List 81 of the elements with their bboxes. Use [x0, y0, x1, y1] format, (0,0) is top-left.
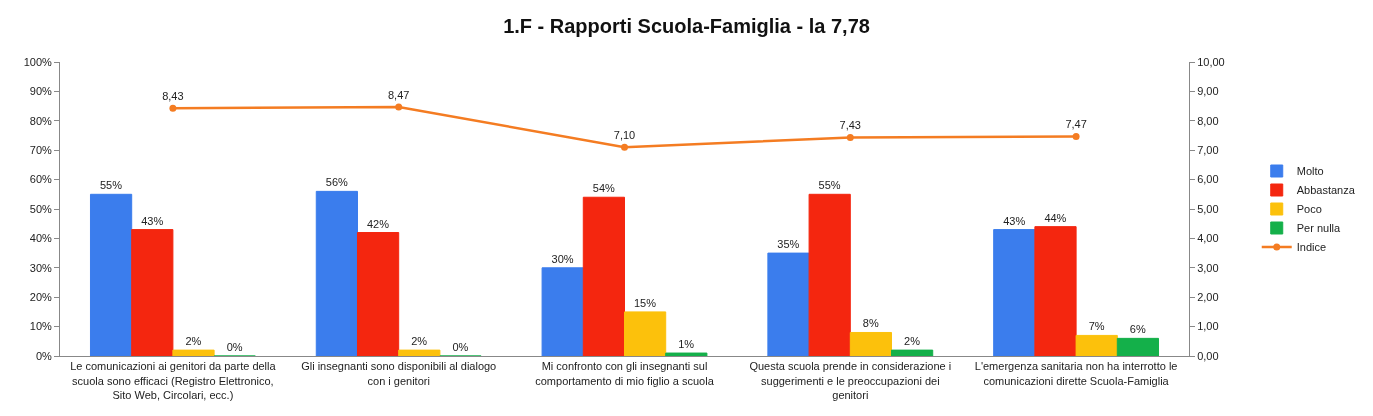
data-label: 44%: [1044, 211, 1067, 224]
bar: [541, 267, 584, 356]
data-label: 35%: [777, 238, 800, 251]
data-label: 0%: [226, 341, 243, 353]
x-tick-label: Gli insegnanti sono disponibili al dialogo con i genitori: [301, 360, 497, 387]
data-label: 1%: [678, 338, 695, 351]
bar: [89, 193, 133, 356]
x-tick-label: L'emergenza sanitaria non ha interrotto le comunicazioni dirette Scuola-Famiglia: [974, 360, 1178, 387]
data-label: 55%: [99, 179, 123, 192]
data-label: 7%: [1088, 320, 1105, 333]
y-tick-label: 100%: [23, 55, 53, 68]
y-tick-label: 80%: [29, 114, 52, 127]
bar: [993, 229, 1036, 356]
y2-tick-label: 8,00: [1197, 114, 1219, 127]
point: [846, 134, 854, 142]
legend-label: Per nulla: [1296, 222, 1342, 235]
bar: [767, 252, 810, 356]
y2-tick-label: 1,00: [1197, 320, 1219, 333]
bar: [1034, 226, 1077, 356]
data-label: 43%: [141, 214, 164, 227]
data-label: 7,43: [839, 119, 862, 132]
y2-tick-label: 0,00: [1197, 349, 1219, 362]
data-label: 8,43: [162, 90, 184, 103]
y2-tick-label: 6,00: [1197, 173, 1219, 186]
bar: [172, 349, 215, 356]
bar: [1075, 334, 1118, 356]
y2-tick-label: 2,00: [1197, 291, 1219, 304]
data-label: 8%: [862, 317, 879, 330]
data-label: 2%: [185, 335, 202, 348]
y-tick-label: 70%: [29, 144, 52, 157]
data-label: 43%: [1003, 214, 1026, 227]
bar: [315, 190, 358, 356]
y-tick-label: 50%: [29, 202, 52, 215]
data-label: 7,10: [613, 129, 636, 142]
y2-tick-label: 10,00: [1197, 55, 1225, 68]
bar: [891, 349, 934, 356]
data-label: 15%: [633, 296, 657, 309]
legend-label: Poco: [1296, 203, 1322, 216]
data-label: 56%: [325, 176, 348, 189]
y-tick-label: 60%: [29, 173, 52, 186]
point: [395, 103, 403, 111]
data-label: 42%: [366, 217, 390, 230]
y-tick-label: 40%: [29, 232, 52, 245]
x-tick-label: Questa scuola prende in considerazione i suggerimenti e le preoccupazioni dei genitori: [749, 360, 952, 401]
x-tick-label: Le comunicazioni ai genitori da parte della scuola sono efficaci (Registro Elettronico, Sito Web, Circolari, ecc.): [70, 360, 277, 401]
data-label: 2%: [411, 335, 428, 348]
data-label: 7,47: [1065, 118, 1087, 131]
y-tick-label: 90%: [29, 85, 52, 98]
y-tick-label: 10%: [29, 320, 52, 333]
point: [1072, 132, 1080, 140]
data-label: 30%: [551, 252, 574, 265]
y2-tick-label: 9,00: [1197, 85, 1219, 98]
data-label: 2%: [904, 335, 921, 348]
y-tick-label: 20%: [29, 291, 52, 304]
point: [621, 143, 628, 151]
bar: [131, 229, 174, 356]
bar: [356, 232, 400, 356]
data-label: 8,47: [387, 88, 410, 101]
bar: [849, 331, 893, 356]
y2-tick-label: 5,00: [1197, 202, 1219, 215]
bar: [582, 196, 625, 356]
bar: [808, 193, 851, 356]
bar: [624, 311, 667, 356]
chart-title: 1.F - Rapporti Scuola-Famiglia - la 7,78: [503, 14, 870, 37]
bar: [665, 352, 708, 356]
x-tick-label: Mi confronto con gli insegnanti sul comportamento di mio figlio a scuola: [535, 360, 715, 387]
y-tick-label: 30%: [29, 261, 52, 274]
data-label: 55%: [818, 179, 841, 192]
bar: [1116, 337, 1160, 356]
legend-label: Indice: [1296, 241, 1327, 254]
point: [169, 104, 177, 112]
data-label: 6%: [1129, 323, 1146, 336]
legend-label: Abbastanza: [1296, 184, 1356, 197]
data-label: 54%: [592, 182, 616, 195]
data-label: 0%: [452, 341, 469, 353]
y2-tick-label: 7,00: [1197, 144, 1219, 157]
y2-tick-label: 3,00: [1197, 261, 1219, 274]
legend-label: Molto: [1296, 165, 1324, 178]
y2-tick-label: 4,00: [1197, 232, 1219, 245]
bar: [398, 349, 441, 356]
y-tick-label: 0%: [35, 349, 53, 362]
